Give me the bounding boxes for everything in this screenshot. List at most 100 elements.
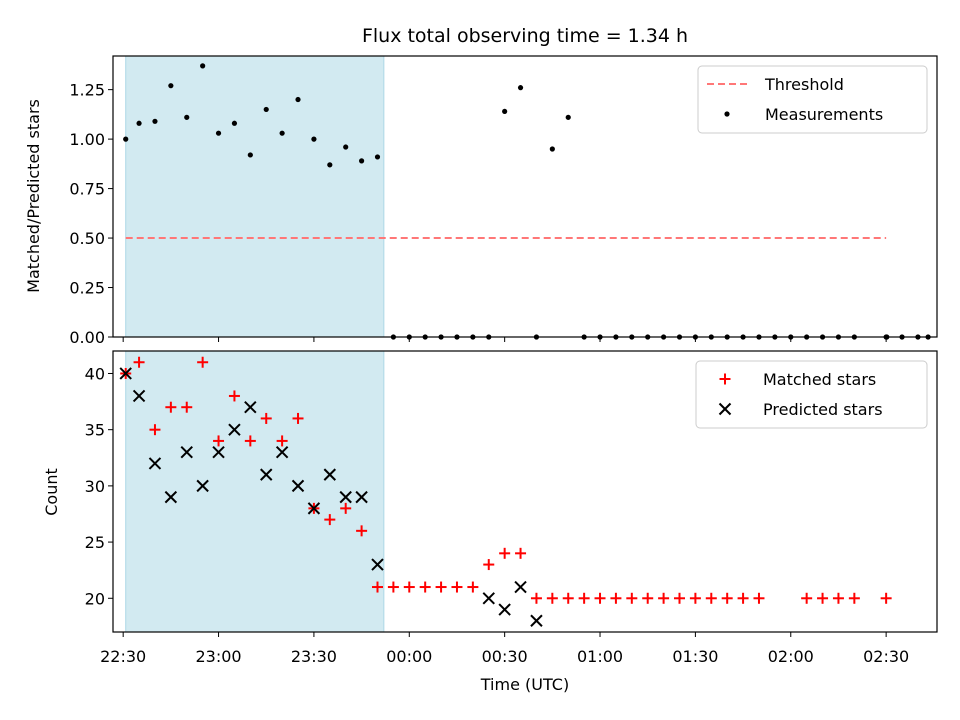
bottom-plot-frame (112, 350, 938, 633)
top-legend: Threshold Measurements (697, 65, 928, 134)
top-y-axis-ticks: 0.00 0.25 0.50 0.75 1.00 1.25 (69, 81, 113, 347)
matched-point (546, 592, 558, 604)
x-tick-label: 23:30 (291, 647, 337, 666)
matched-point (133, 356, 145, 368)
matched-point (292, 412, 304, 424)
predicted-point-b (164, 490, 178, 504)
matched-point (340, 502, 352, 514)
predicted-point-b (355, 490, 368, 504)
ratio-panel: Flux total observing time = 1.34 h 0.00 0… (24, 25, 938, 347)
matched-point (260, 412, 272, 424)
predicted-point (339, 490, 352, 504)
predicted-point (164, 490, 178, 504)
bottom-y-axis-label: Count (42, 468, 61, 516)
predicted-point (482, 592, 495, 605)
predicted-point (275, 445, 289, 459)
predicted-point-b (514, 580, 527, 594)
predicted-point (323, 468, 337, 481)
legend-matched-swatch (719, 373, 731, 385)
matched-point (324, 514, 336, 526)
matched-point (880, 592, 892, 604)
observing-window-span (125, 55, 385, 338)
matched-point (276, 435, 288, 447)
predicted-point-b (323, 468, 337, 481)
matched-point (387, 581, 399, 593)
y-tick-label: 0.25 (69, 279, 105, 298)
counts-panel: 20 25 30 35 40 22:30 23:00 23:30 00:00 00:30 01:0… (42, 350, 938, 694)
bottom-x-axis-ticks: 22:30 23:00 23:30 00:00 00:30 01:00 01:30 02:00… (100, 632, 909, 666)
predicted-point-b (307, 502, 321, 515)
matched-point (832, 592, 844, 604)
matched-point (213, 435, 225, 447)
y-tick-label: 0.75 (69, 180, 105, 199)
matched-point (721, 592, 733, 604)
measurement-point (327, 162, 333, 168)
matched-point (149, 424, 161, 436)
y-tick-label: 1.00 (69, 130, 105, 149)
measurement-point (517, 85, 524, 91)
measurement-point (549, 146, 555, 152)
measurement-point (168, 83, 174, 89)
chart-title: Flux total observing time = 1.34 h (362, 25, 688, 47)
matched-point (689, 592, 701, 604)
predicted-point (514, 580, 527, 594)
predicted-point-b (260, 468, 273, 481)
measurement-point (184, 114, 190, 120)
predicted-point (498, 603, 511, 616)
predicted-point (371, 558, 384, 571)
top-plot-frame (112, 55, 938, 338)
matched-point (165, 401, 177, 413)
top-x-axis-ticks (122, 337, 887, 342)
matched-point (626, 592, 638, 604)
measurement-point (295, 96, 301, 103)
x-tick-label: 00:00 (386, 647, 432, 666)
matched-point (674, 592, 685, 604)
measurement-point (200, 63, 206, 69)
matched-point (435, 581, 447, 593)
measurement-point (565, 114, 571, 120)
predicted-point-b (180, 445, 193, 459)
bottom-legend-box (695, 360, 928, 429)
predicted-point (132, 389, 146, 403)
predicted-point-b (148, 457, 162, 470)
measurement-point (123, 136, 129, 142)
measurement-point (502, 108, 508, 115)
matched-point (499, 547, 511, 559)
predicted-point-b (339, 490, 352, 504)
matched-point (594, 592, 606, 604)
x-tick-label: 00:30 (482, 647, 528, 666)
x-tick-label: 23:00 (195, 647, 241, 666)
x-tick-label: 02:30 (863, 647, 909, 666)
y-tick-label: 40 (85, 364, 105, 383)
y-tick-label: 0.00 (69, 328, 105, 347)
matched-point (197, 356, 209, 368)
predicted-point (530, 614, 543, 627)
bottom-y-axis-ticks: 20 25 30 35 40 (85, 364, 113, 608)
matched-point (610, 592, 622, 604)
measurement-point (247, 152, 253, 158)
predicted-point-b (530, 614, 543, 627)
x-tick-label: 01:30 (672, 647, 718, 666)
predicted-point (228, 423, 241, 436)
shaded-span-rect (125, 350, 385, 633)
matched-point (658, 592, 670, 604)
predicted-point (260, 468, 273, 481)
legend-matched-label: Matched stars (763, 370, 876, 389)
predicted-point (291, 479, 305, 493)
legend-measurements-swatch (724, 111, 730, 117)
x-axis-label: Time (UTC) (480, 675, 569, 694)
y-tick-label: 30 (85, 477, 105, 496)
matched-point (467, 581, 479, 593)
matched-point (642, 592, 654, 604)
predicted-point (119, 367, 132, 380)
legend-measurements-label: Measurements (765, 105, 883, 124)
y-tick-label: 25 (85, 533, 105, 552)
matched-point (562, 592, 574, 604)
legend-predicted-swatch (718, 402, 732, 416)
matched-point (181, 401, 193, 413)
matched-point (371, 581, 383, 593)
predicted-point (148, 457, 162, 470)
y-tick-label: 1.25 (69, 81, 105, 100)
predicted-point-b (482, 592, 495, 605)
